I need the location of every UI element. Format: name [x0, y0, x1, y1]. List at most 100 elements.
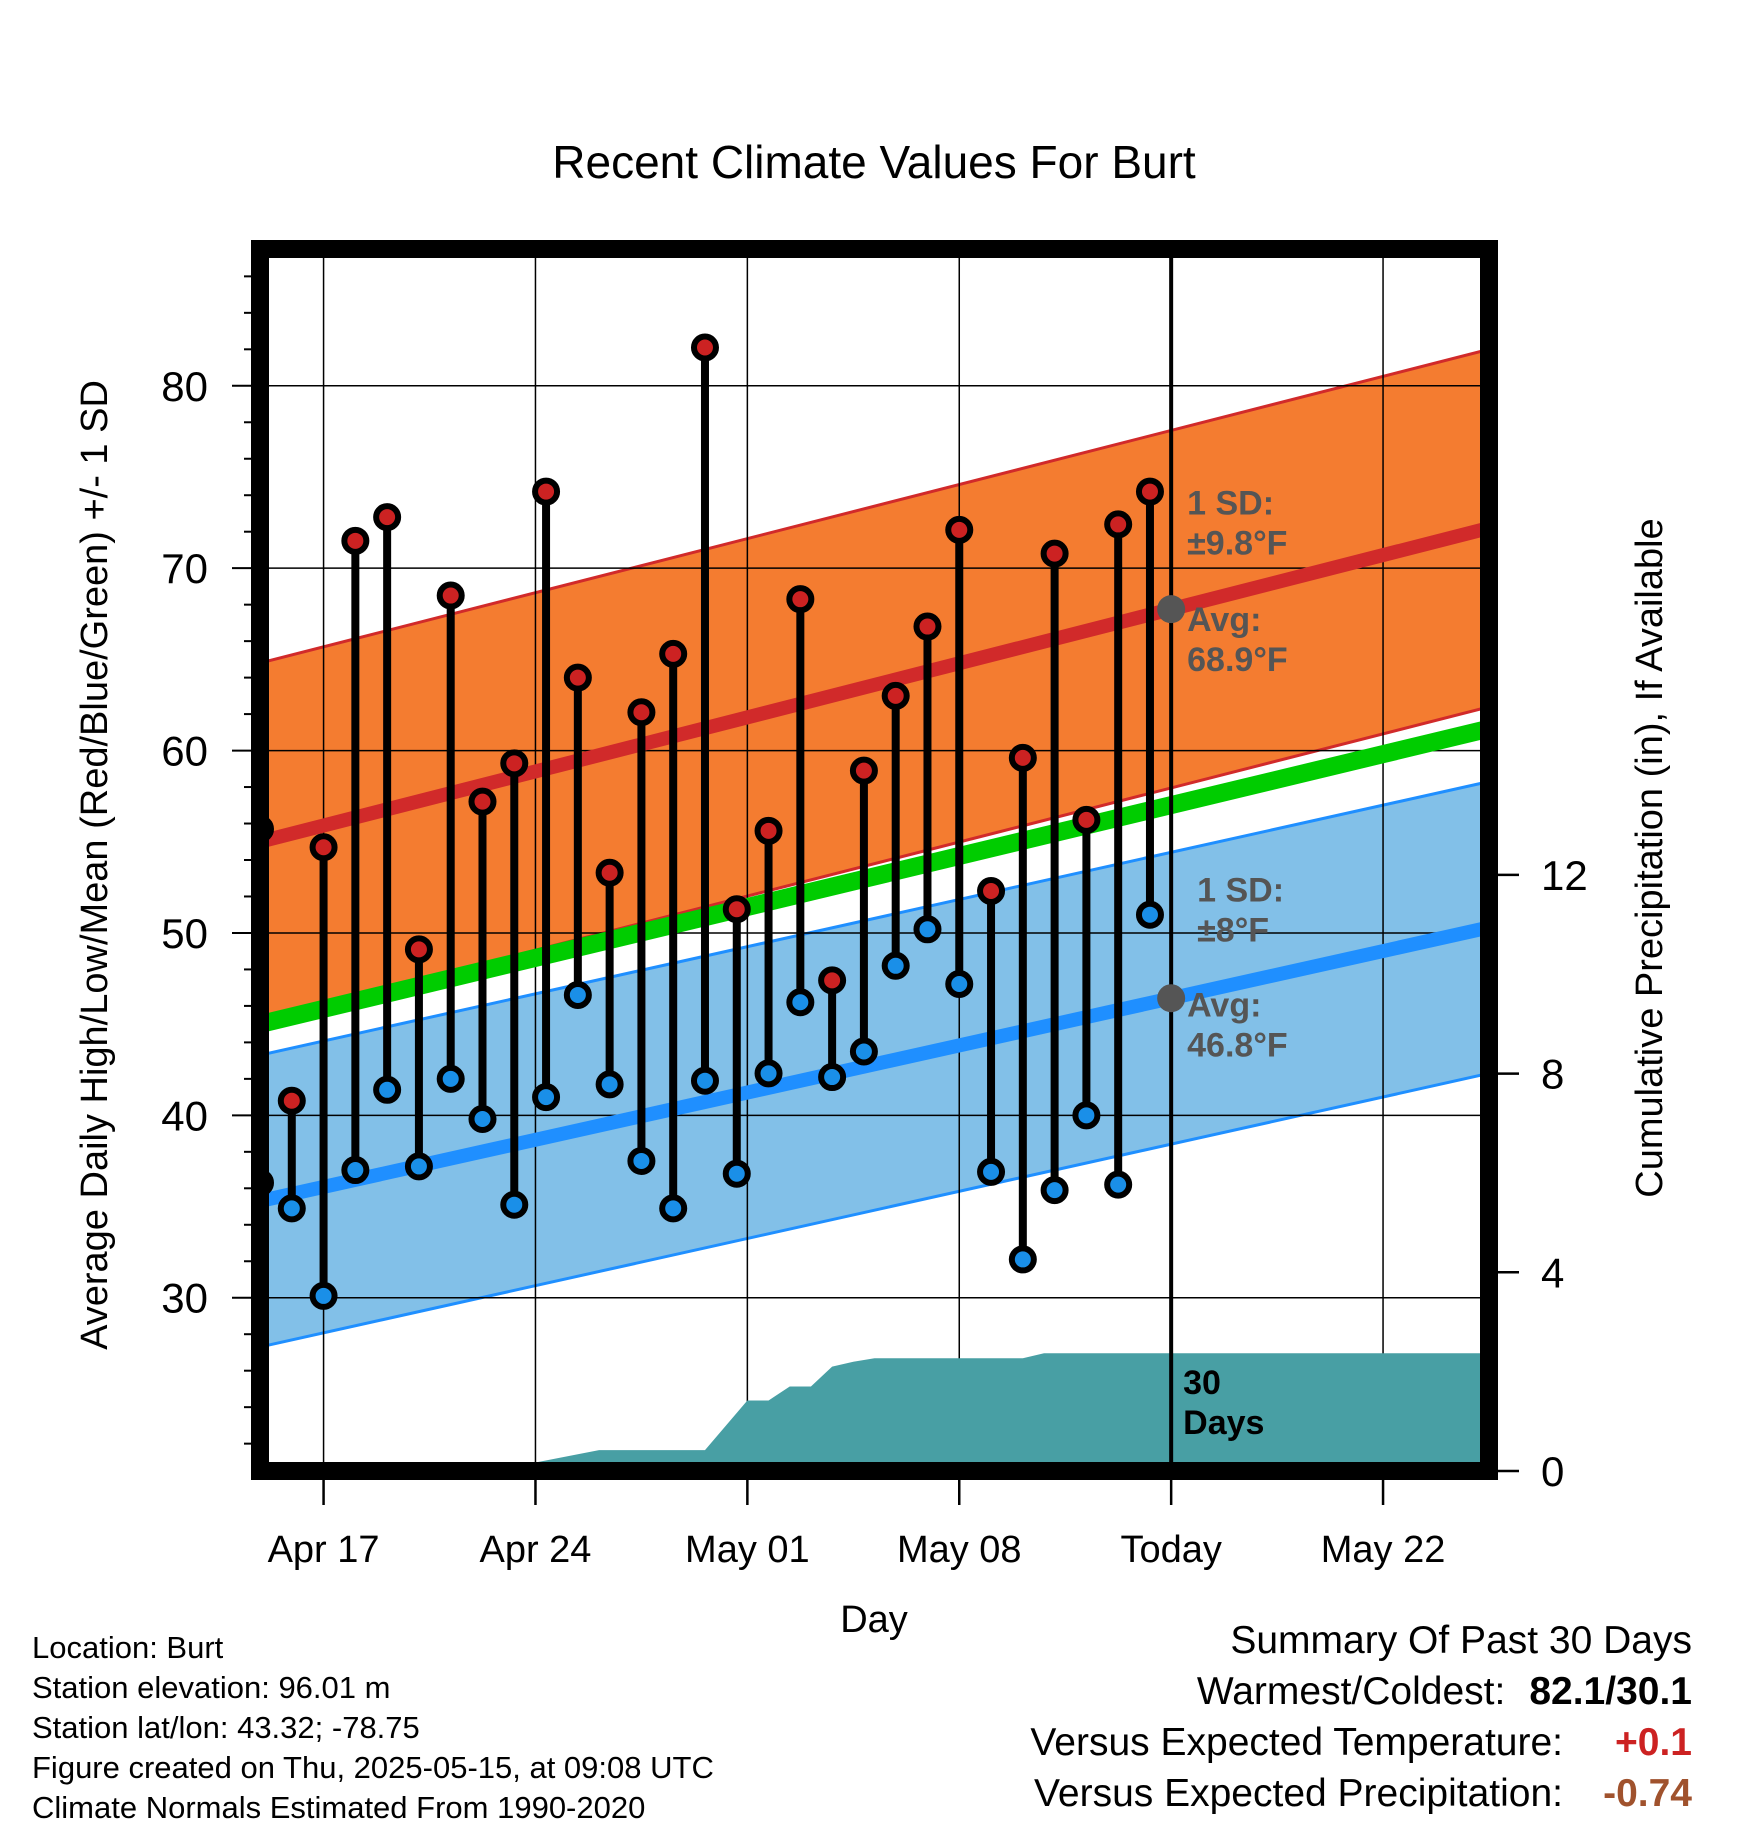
daily-low-point: [1040, 1176, 1069, 1205]
daily-low-point: [1008, 1245, 1037, 1274]
daily-low-point: [690, 1066, 719, 1095]
y-tick-label: 30: [161, 1275, 208, 1322]
daily-high-point: [1040, 539, 1069, 568]
daily-high-point: [277, 1086, 306, 1115]
daily-low-point: [563, 980, 592, 1009]
y-axis-label: Average Daily High/Low/Mean (Red/Blue/Gr…: [74, 380, 116, 1350]
daily-low-point: [1135, 900, 1164, 929]
daily-low-point: [468, 1104, 497, 1133]
temperature-bands: [260, 347, 1489, 1349]
y2-tick-label: 0: [1541, 1448, 1564, 1495]
location-text: Location: Burt: [32, 1630, 224, 1665]
daily-high-point: [468, 787, 497, 816]
summary-warmest-row: Warmest/Coldest: 82.1/30.1: [1030, 1666, 1692, 1717]
y-tick-label: 80: [161, 363, 208, 410]
x-tick-label: Apr 24: [479, 1529, 591, 1571]
daily-high-point: [595, 858, 624, 887]
daily-low-point: [754, 1059, 783, 1088]
high-avg-label: Avg: 68.9°F: [1187, 601, 1288, 679]
daily-high-point: [1104, 510, 1133, 539]
daily-low-point: [436, 1064, 465, 1093]
high-sd-label: 1 SD: ±9.8°F: [1187, 484, 1287, 562]
daily-high-point: [627, 698, 656, 727]
daily-low-point: [945, 970, 974, 999]
normals-text: Climate Normals Estimated From 1990-2020: [32, 1790, 646, 1825]
daily-low-point: [404, 1152, 433, 1181]
annotation-labels: 1 SD: ±9.8°F Avg: 68.9°F 1 SD: ±8°F Avg: 46.8°F…: [1183, 484, 1288, 1442]
temperature-value: +0.1: [1615, 1721, 1692, 1764]
y-tick-label: 70: [161, 545, 208, 592]
days-label: 30 Days: [1183, 1364, 1264, 1442]
daily-low-point: [1072, 1101, 1101, 1130]
daily-high-point: [563, 663, 592, 692]
elevation-text: Station elevation: 96.01 m: [32, 1670, 391, 1705]
precipitation-area: [260, 1353, 1489, 1471]
daily-high-point: [818, 966, 847, 995]
low-avg-label: Avg: 46.8°F: [1187, 986, 1288, 1064]
y-tick-label: 50: [161, 910, 208, 957]
daily-high-point: [881, 681, 910, 710]
daily-low-point: [786, 988, 815, 1017]
y-tick-label: 40: [161, 1092, 208, 1139]
daily-high-point: [341, 526, 370, 555]
daily-high-point: [690, 333, 719, 362]
x-tick-label: Apr 17: [268, 1529, 380, 1571]
y-tick-label: 60: [161, 728, 208, 775]
high-average-line: [260, 521, 1489, 849]
daily-dots: [260, 333, 1164, 1310]
low-average-line: [260, 920, 1489, 1208]
chart-title: Recent Climate Values For Burt: [552, 136, 1196, 188]
x-tick-label: May 01: [685, 1529, 810, 1571]
precipitation-fill: [260, 1353, 1489, 1471]
y2-tick-label: 4: [1541, 1249, 1564, 1296]
daily-low-point: [913, 915, 942, 944]
summary-precipitation-row: Versus Expected Precipitation: -0.74: [1030, 1768, 1692, 1819]
summary-panel: Summary Of Past 30 Days Warmest/Coldest:…: [1030, 1615, 1692, 1819]
daily-low-point: [881, 951, 910, 980]
daily-high-point: [1008, 743, 1037, 772]
daily-high-point: [913, 612, 942, 641]
summary-temperature-row: Versus Expected Temperature: +0.1: [1030, 1717, 1692, 1768]
daily-high-point: [786, 585, 815, 614]
x-axis-label: Day: [840, 1599, 908, 1641]
daily-high-point: [404, 935, 433, 964]
y2-tick-label: 12: [1541, 852, 1588, 899]
daily-low-point: [1104, 1170, 1133, 1199]
daily-high-point: [977, 877, 1006, 906]
left-axis: 30 40 50 60 70 80: [161, 275, 251, 1445]
temperature-label: Versus Expected Temperature:: [1030, 1721, 1563, 1764]
today-marker: [1157, 249, 1186, 1471]
warmest-label: Warmest/Coldest:: [1196, 1670, 1506, 1713]
daily-low-point: [500, 1190, 529, 1219]
daily-high-point: [1135, 477, 1164, 506]
latlon-text: Station lat/lon: 43.32; -78.75: [32, 1710, 420, 1745]
x-tick-label: May 08: [897, 1529, 1022, 1571]
daily-low-point: [722, 1159, 751, 1188]
daily-low-point: [818, 1063, 847, 1092]
daily-range-stems: [260, 347, 1154, 1296]
daily-low-point: [309, 1281, 338, 1310]
average-lines: [260, 521, 1489, 1208]
y2-axis-label: Cumulative Precipitation (in), If Availa…: [1629, 518, 1671, 1197]
daily-high-point: [309, 833, 338, 862]
today-low-avg-marker: [1157, 984, 1186, 1013]
x-tick-label: Today: [1120, 1529, 1221, 1571]
plot-area: [260, 249, 1489, 1471]
created-text: Figure created on Thu, 2025-05-15, at 09…: [32, 1750, 714, 1785]
daily-high-point: [659, 639, 688, 668]
daily-low-point: [627, 1146, 656, 1175]
daily-high-point: [849, 756, 878, 785]
daily-low-point: [595, 1070, 624, 1099]
daily-low-point: [977, 1157, 1006, 1186]
daily-low-point: [341, 1156, 370, 1185]
daily-high-point: [1072, 805, 1101, 834]
precipitation-value: -0.74: [1603, 1772, 1692, 1815]
station-info: Location: Burt Station elevation: 96.01 …: [32, 1628, 714, 1828]
daily-low-point: [532, 1083, 561, 1112]
mean-average-line: [260, 719, 1489, 1033]
daily-low-point: [849, 1037, 878, 1066]
daily-high-point: [373, 503, 402, 532]
daily-high-point: [722, 895, 751, 924]
right-axis: 0 4 8 12: [1498, 852, 1588, 1495]
